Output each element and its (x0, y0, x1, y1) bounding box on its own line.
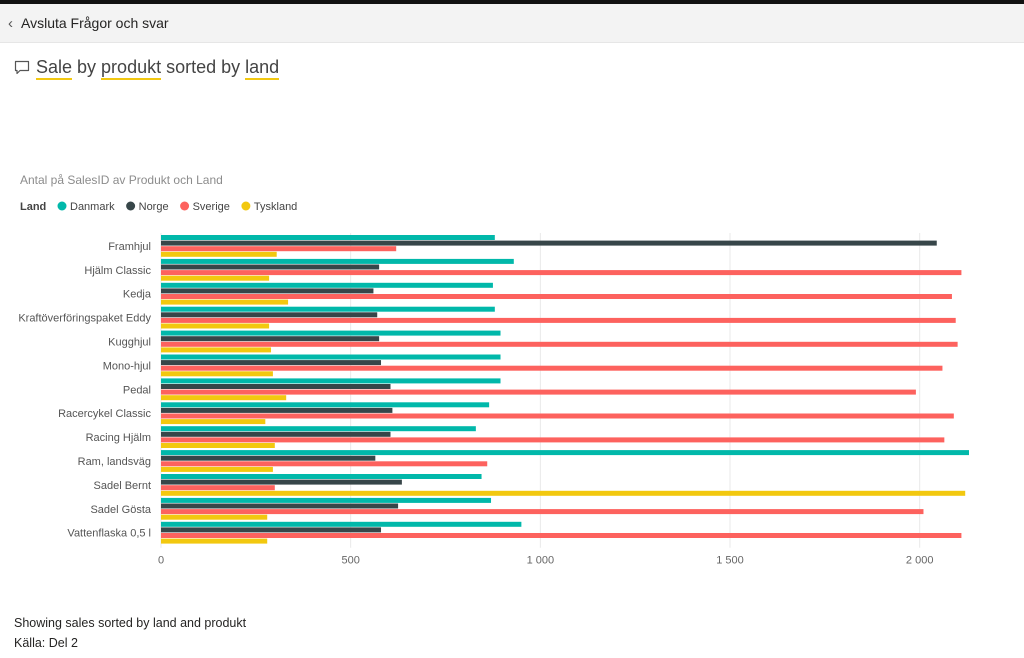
category-label: Kugghjul (108, 337, 151, 349)
chart-title: Antal på SalesID av Produkt och Land (20, 173, 223, 187)
x-tick-label-0: 0 (158, 555, 164, 567)
legend-label-2: Sverige (193, 201, 230, 213)
bar-tyskland-8 (161, 443, 275, 448)
bar-tyskland-12 (161, 538, 268, 544)
bar-sverige-3 (161, 317, 956, 323)
bar-norge-7 (161, 407, 393, 413)
question-text: Sale by produkt sorted by land (36, 57, 280, 80)
bar-danmark-8 (161, 426, 476, 432)
window-top-border (0, 0, 1024, 4)
bar-danmark-10 (161, 474, 482, 479)
category-label: Kraftöverföringspaket Eddy (18, 313, 151, 325)
legend-title: Land (20, 201, 46, 213)
bar-chart: Antal på SalesID av Produkt och Land Land… (18, 173, 969, 567)
x-tick-label-1: 500 (341, 555, 359, 567)
bar-norge-10 (161, 479, 402, 485)
bar-danmark-5 (161, 354, 501, 360)
bar-sverige-12 (161, 533, 962, 538)
bar-sverige-4 (161, 341, 958, 347)
bar-norge-4 (161, 336, 380, 342)
bar-norge-12 (161, 527, 382, 533)
category-label: Sadel Gösta (90, 504, 151, 516)
bar-tyskland-4 (161, 347, 272, 353)
category-label: Mono-hjul (103, 360, 151, 372)
bar-sverige-6 (161, 389, 916, 395)
category-label: Hjälm Classic (84, 265, 151, 277)
bar-danmark-3 (161, 306, 495, 312)
legend-label-1: Norge (139, 201, 169, 213)
category-label: Kedja (123, 289, 152, 301)
question-keyword-land[interactable]: land (245, 57, 280, 80)
legend-label-3: Tyskland (254, 201, 297, 213)
legend-marker-1 (126, 201, 136, 211)
bar-sverige-8 (161, 437, 945, 443)
bar-sverige-1 (161, 270, 962, 276)
x-tick-label-4: 2 000 (906, 555, 934, 567)
bar-sverige-2 (161, 294, 952, 299)
bar-tyskland-6 (161, 395, 287, 401)
bar-tyskland-2 (161, 299, 289, 305)
bar-danmark-6 (161, 378, 501, 384)
bar-sverige-11 (161, 509, 924, 515)
bar-tyskland-9 (161, 466, 273, 472)
legend-marker-3 (241, 201, 251, 211)
bar-tyskland-10 (161, 490, 966, 496)
question-keyword-sale[interactable]: Sale (36, 57, 73, 80)
bar-tyskland-0 (161, 251, 277, 257)
bar-tyskland-1 (161, 275, 270, 281)
bar-norge-5 (161, 360, 382, 366)
category-label: Ram, landsväg (78, 456, 151, 468)
category-label: Framhjul (108, 241, 151, 253)
bar-danmark-1 (161, 258, 514, 264)
bar-danmark-2 (161, 282, 493, 288)
bar-sverige-7 (161, 413, 954, 419)
bar-sverige-5 (161, 365, 943, 371)
category-label: Pedal (123, 384, 151, 396)
bar-norge-9 (161, 455, 376, 461)
footer-description: Showing sales sorted by land and produkt (14, 616, 247, 630)
bar-sverige-10 (161, 485, 275, 491)
exit-qna-button[interactable]: ‹ Avsluta Frågor och svar (8, 15, 169, 32)
bar-danmark-0 (161, 235, 495, 240)
legend-marker-2 (180, 201, 190, 211)
question-text-sorted-by: sorted by (161, 57, 246, 77)
bar-tyskland-7 (161, 419, 266, 425)
bar-tyskland-11 (161, 514, 268, 520)
legend-marker-0 (57, 201, 67, 211)
question-text-by: by (72, 57, 102, 77)
bar-norge-1 (161, 264, 380, 270)
bar-norge-0 (161, 240, 937, 246)
bar-norge-3 (161, 312, 378, 318)
bar-danmark-12 (161, 521, 522, 527)
bar-danmark-4 (161, 330, 501, 336)
bar-sverige-9 (161, 461, 488, 467)
bar-tyskland-3 (161, 323, 270, 329)
top-bar: ‹ Avsluta Frågor och svar (0, 4, 1024, 43)
bar-tyskland-5 (161, 371, 273, 377)
category-label: Sadel Bernt (94, 480, 151, 492)
bar-norge-8 (161, 431, 391, 437)
x-tick-label-2: 1 000 (527, 555, 555, 567)
bar-danmark-7 (161, 402, 490, 408)
bar-sverige-0 (161, 246, 397, 252)
qna-question[interactable]: Sale by produkt sorted by land (14, 57, 280, 80)
bar-danmark-9 (161, 450, 969, 456)
speech-bubble-icon (14, 60, 30, 75)
bar-danmark-11 (161, 497, 492, 503)
bar-norge-6 (161, 384, 391, 389)
category-label: Racercykel Classic (58, 408, 151, 420)
chevron-left-icon: ‹ (8, 14, 13, 32)
x-tick-label-3: 1 500 (716, 555, 744, 567)
legend-label-0: Danmark (70, 201, 115, 213)
bar-norge-2 (161, 288, 374, 294)
exit-qna-label: Avsluta Frågor och svar (21, 15, 169, 31)
category-label: Racing Hjälm (86, 432, 151, 444)
category-label: Vattenflaska 0,5 l (67, 528, 151, 540)
footer-source: Källa: Del 2 (14, 636, 78, 650)
bar-norge-11 (161, 503, 399, 509)
question-keyword-produkt[interactable]: produkt (101, 57, 162, 80)
